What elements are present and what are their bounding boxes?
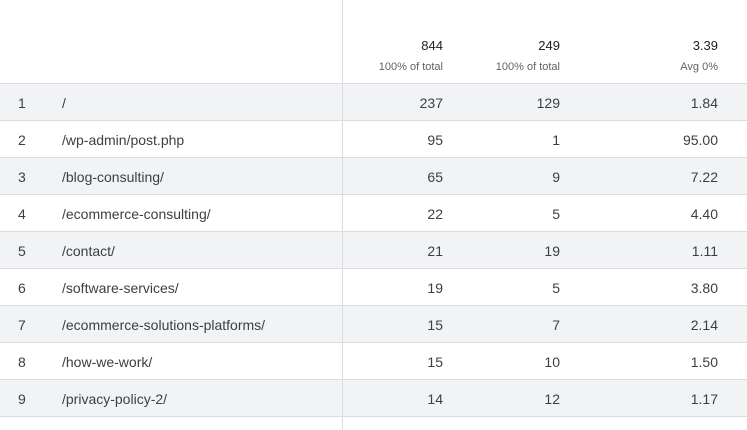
page-path-link[interactable]: /ecommerce-solutions-platforms/ bbox=[62, 317, 266, 333]
page-path-link[interactable]: /privacy-policy-2/ bbox=[62, 391, 168, 407]
page-path-link[interactable]: / bbox=[62, 95, 66, 111]
totals-cell-col1: 844 100% of total bbox=[343, 0, 443, 84]
table-row[interactable]: 4 /ecommerce-consulting/ 22 5 4.40 bbox=[0, 195, 747, 232]
row-index: 7 bbox=[18, 317, 26, 333]
row-index: 5 bbox=[18, 243, 26, 259]
cell-col2: 5 bbox=[552, 206, 560, 222]
cell-col3: 95.00 bbox=[682, 132, 718, 148]
cell-col3: 2.14 bbox=[690, 317, 718, 333]
cell-col2: 12 bbox=[544, 391, 560, 407]
page-path-link[interactable]: /how-we-work/ bbox=[62, 354, 153, 370]
cell-col1: 95 bbox=[427, 132, 443, 148]
row-index: 3 bbox=[18, 169, 26, 185]
row-index: 9 bbox=[18, 391, 26, 407]
cell-col3: 7.22 bbox=[690, 169, 718, 185]
cell-col1: 65 bbox=[427, 169, 443, 185]
table-row[interactable]: 7 /ecommerce-solutions-platforms/ 15 7 2… bbox=[0, 306, 747, 343]
cell-col1: 237 bbox=[419, 95, 443, 111]
cell-col3: 1.50 bbox=[690, 354, 718, 370]
cell-col1: 15 bbox=[427, 317, 443, 333]
totals-value: 844 bbox=[421, 38, 443, 53]
cell-col2: 7 bbox=[552, 317, 560, 333]
cell-col2: 10 bbox=[544, 354, 560, 370]
row-index: 4 bbox=[18, 206, 26, 222]
totals-row: 844 100% of total 249 100% of total 3.39… bbox=[0, 0, 747, 84]
row-index: 8 bbox=[18, 354, 26, 370]
cell-col1: 19 bbox=[427, 280, 443, 296]
table-row[interactable]: 1 / 237 129 1.84 bbox=[0, 84, 747, 121]
totals-value: 249 bbox=[538, 38, 560, 53]
table-row[interactable]: 2 /wp-admin/post.php 95 1 95.00 bbox=[0, 121, 747, 158]
totals-value: 3.39 bbox=[692, 38, 718, 53]
column-divider bbox=[342, 0, 343, 430]
table-row[interactable]: 9 /privacy-policy-2/ 14 12 1.17 bbox=[0, 380, 747, 417]
row-index: 1 bbox=[18, 95, 26, 111]
cell-col1: 15 bbox=[427, 354, 443, 370]
cell-col1: 21 bbox=[427, 243, 443, 259]
totals-cell-col3: 3.39 Avg 0% bbox=[560, 0, 718, 84]
totals-subtext: 100% of total bbox=[378, 61, 443, 73]
cell-col2: 5 bbox=[552, 280, 560, 296]
cell-col1: 22 bbox=[427, 206, 443, 222]
cell-col2: 19 bbox=[544, 243, 560, 259]
cell-col3: 1.11 bbox=[691, 243, 718, 259]
page-path-link[interactable]: /ecommerce-consulting/ bbox=[62, 206, 211, 222]
row-index: 2 bbox=[18, 132, 26, 148]
cell-col3: 4.40 bbox=[690, 206, 718, 222]
cell-col1: 14 bbox=[427, 391, 443, 407]
page-path-link[interactable]: /wp-admin/post.php bbox=[62, 132, 185, 148]
table-row[interactable]: 5 /contact/ 21 19 1.11 bbox=[0, 232, 747, 269]
table-row[interactable]: 8 /how-we-work/ 15 10 1.50 bbox=[0, 343, 747, 380]
row-index: 6 bbox=[18, 280, 26, 296]
totals-subtext: Avg 0% bbox=[680, 61, 718, 73]
cell-col3: 3.80 bbox=[690, 280, 718, 296]
cell-col3: 1.84 bbox=[690, 95, 718, 111]
table-row[interactable]: 6 /software-services/ 19 5 3.80 bbox=[0, 269, 747, 306]
page-path-link[interactable]: /software-services/ bbox=[62, 280, 179, 296]
totals-cell-col2: 249 100% of total bbox=[443, 0, 560, 84]
table-row[interactable]: 3 /blog-consulting/ 65 9 7.22 bbox=[0, 158, 747, 195]
cell-col2: 129 bbox=[536, 95, 560, 111]
cell-col3: 1.17 bbox=[690, 391, 718, 407]
page-path-link[interactable]: /contact/ bbox=[62, 243, 115, 259]
cell-col2: 1 bbox=[552, 132, 560, 148]
cell-col2: 9 bbox=[552, 169, 560, 185]
table-body: 1 / 237 129 1.84 2 /wp-admin/post.php 95… bbox=[0, 84, 747, 417]
page-path-link[interactable]: /blog-consulting/ bbox=[62, 169, 164, 185]
totals-subtext: 100% of total bbox=[495, 61, 560, 73]
